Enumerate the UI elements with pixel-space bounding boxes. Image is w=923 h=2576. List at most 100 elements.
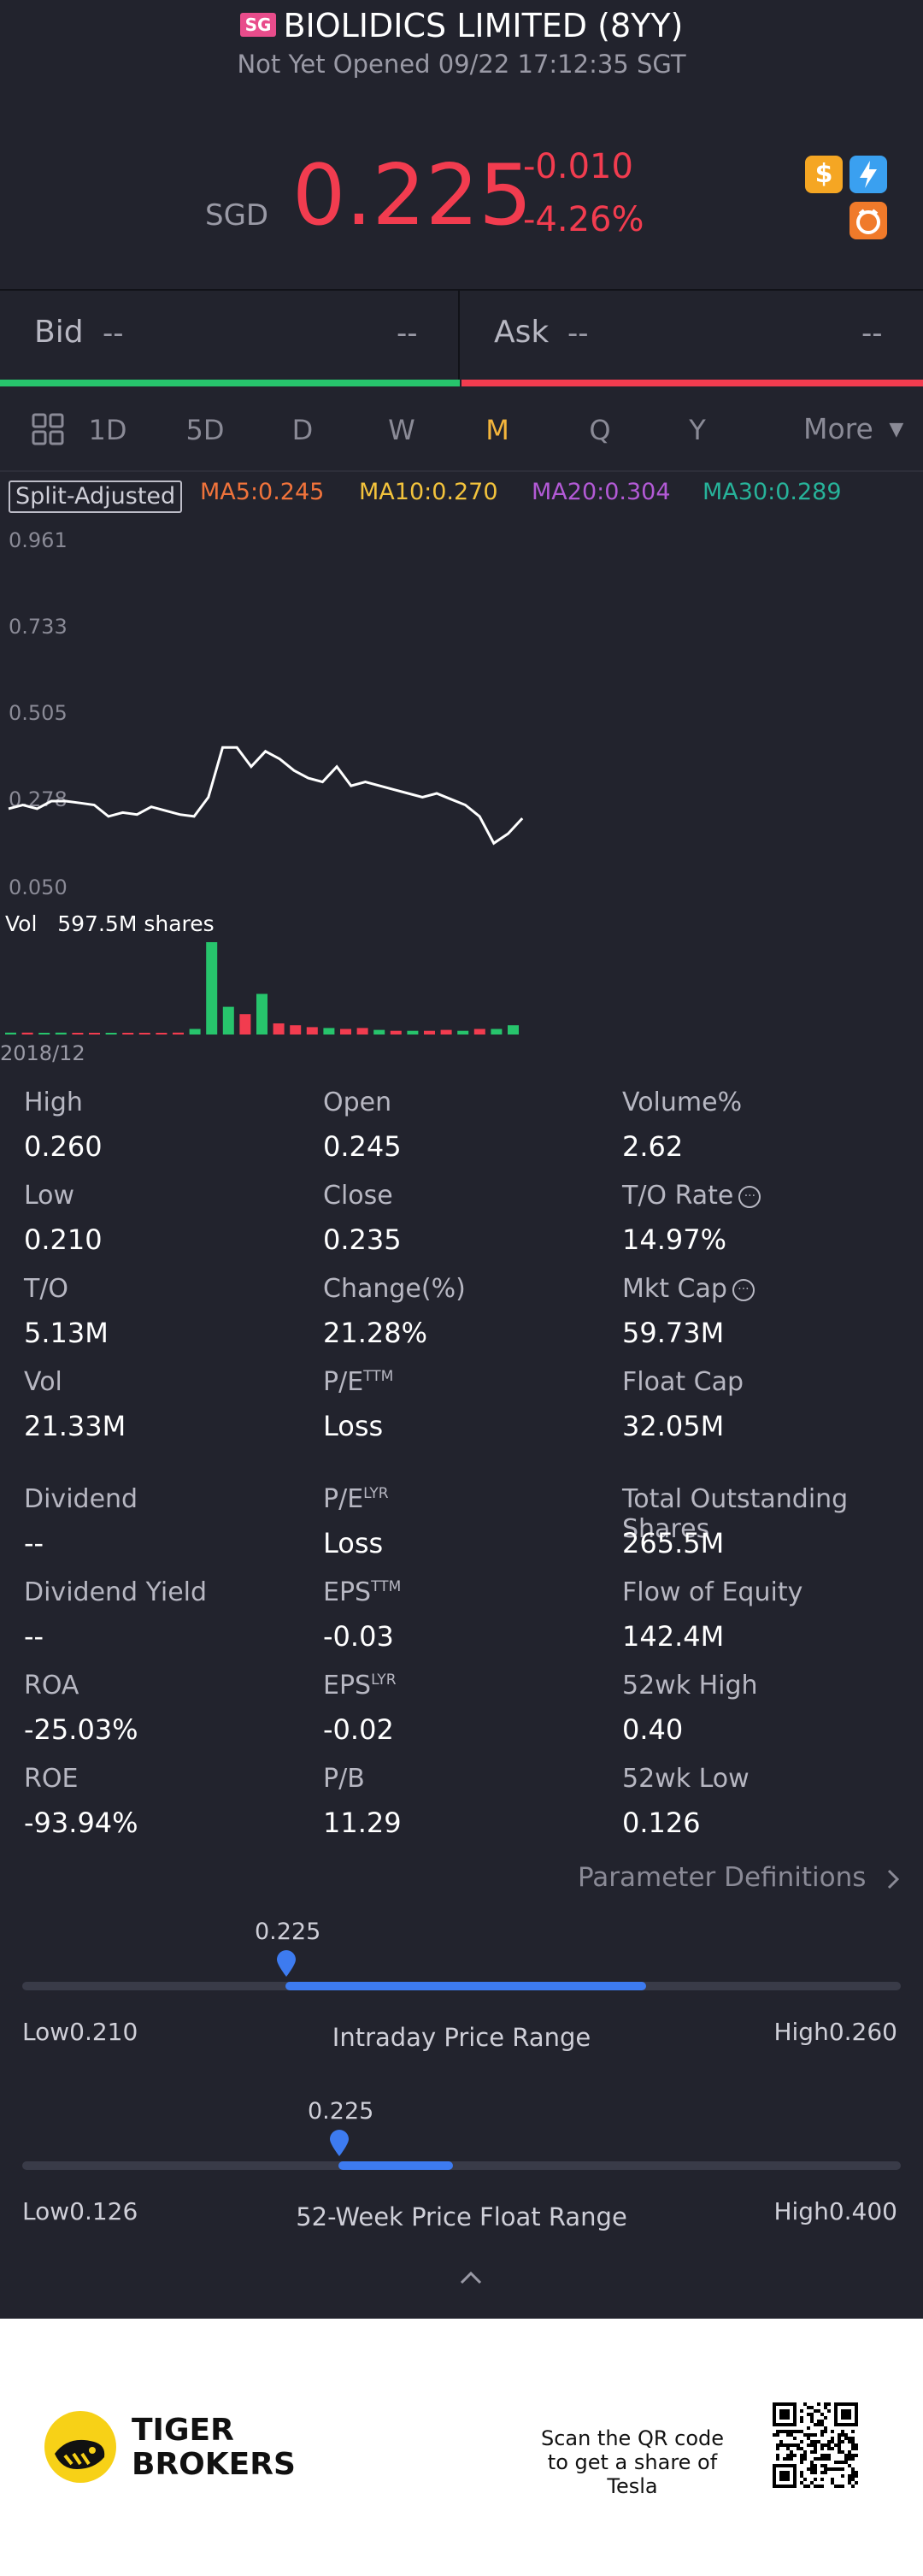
volume-bar-chart[interactable] (0, 937, 923, 1038)
price-change: -0.010 (523, 147, 633, 186)
stat-label: Change(%) (323, 1274, 466, 1304)
volume-bar (206, 942, 218, 1035)
stat-label-text: EPS (323, 1577, 372, 1607)
volume-bar (189, 1029, 201, 1035)
tab-d[interactable]: D (291, 414, 314, 446)
ma30-label: MA30:0.289 (703, 479, 842, 505)
volume-bar (440, 1029, 452, 1035)
stat-label-text: Flow of Equity (622, 1577, 803, 1607)
stat-label: P/ETTM (323, 1367, 393, 1397)
volume-bar (173, 1032, 184, 1035)
tab-m[interactable]: M (485, 414, 509, 446)
divider (0, 470, 923, 472)
dollar-icon[interactable]: $ (805, 156, 843, 193)
stat-value: -93.94% (24, 1807, 138, 1839)
x-tick-label: 2018/12 (0, 1041, 85, 1065)
volume-value: 597.5M shares (57, 911, 215, 936)
y-tick-label: 0.505 (9, 701, 68, 725)
tab-y[interactable]: Y (689, 414, 706, 446)
stat-value: 2.62 (622, 1130, 684, 1163)
stat-label: Total Outstanding Shares (622, 1484, 923, 1544)
flash-icon[interactable] (850, 156, 887, 193)
week52-high-value: 0.400 (828, 2197, 897, 2225)
volume-bar (390, 1030, 402, 1035)
stat-label: High (24, 1088, 83, 1117)
parameter-definitions-label: Parameter Definitions (578, 1862, 867, 1893)
intraday-low-label: Low (22, 2018, 70, 2046)
volume-bar (138, 1033, 150, 1035)
qr-code[interactable] (773, 2402, 858, 2488)
volume-bar (55, 1032, 67, 1035)
collapse-chevron-up-icon[interactable] (458, 2269, 484, 2290)
promo-footer (0, 2319, 923, 2576)
stat-label-text: T/O Rate (622, 1181, 734, 1211)
info-icon[interactable]: ··· (738, 1185, 761, 1208)
ma20-label: MA20:0.304 (532, 479, 671, 505)
bid-price: -- (103, 316, 124, 351)
stat-label-text: Vol (24, 1367, 62, 1397)
tab-5d[interactable]: 5D (185, 414, 225, 446)
volume-bar (407, 1030, 419, 1035)
intraday-low: Low0.210 (22, 2018, 138, 2046)
stat-label-text: ROA (24, 1671, 79, 1701)
stat-value: -25.03% (24, 1713, 138, 1746)
volume-bar (508, 1025, 519, 1035)
stat-label-superscript: LYR (371, 1671, 397, 1689)
stat-label-text: P/B (323, 1764, 365, 1794)
stat-label: T/O (24, 1274, 68, 1304)
volume-bar (356, 1028, 368, 1035)
tab-more[interactable]: More ▼ (803, 412, 903, 445)
intraday-range-fill (285, 1982, 646, 1990)
stat-label[interactable]: T/O Rate ··· (622, 1181, 761, 1211)
stat-label-text: Dividend Yield (24, 1577, 208, 1607)
grid-layout-icon[interactable] (31, 412, 65, 450)
volume-bar (323, 1028, 335, 1035)
stat-label: Flow of Equity (622, 1577, 802, 1607)
currency-label: SGD (205, 198, 269, 233)
stat-label-text: T/O (24, 1274, 69, 1304)
week52-range-track (22, 2161, 901, 2170)
volume-bar (273, 1023, 285, 1035)
brand-line1: TIGER (132, 2413, 234, 2448)
volume-bar (491, 1029, 503, 1035)
volume-bar (373, 1029, 385, 1035)
tab-1d[interactable]: 1D (88, 414, 127, 446)
stat-label-superscript: LYR (363, 1485, 389, 1502)
market-status: Not Yet Opened 09/22 17:12:35 SGT (237, 50, 686, 79)
stat-value: 59.73M (622, 1317, 725, 1349)
tab-more-label: More (803, 412, 873, 445)
stat-label: Float Cap (622, 1367, 744, 1397)
stat-value: 0.245 (323, 1130, 402, 1163)
tiger-icon[interactable] (850, 202, 887, 239)
split-adjusted-button[interactable]: Split-Adjusted (9, 480, 183, 513)
tab-q[interactable]: Q (589, 414, 611, 446)
volume-bar (239, 1014, 251, 1035)
volume-bar (122, 1033, 134, 1035)
bid-panel: Bid -- -- (0, 291, 458, 380)
stat-label-text: Float Cap (622, 1367, 744, 1397)
intraday-high-value: 0.260 (828, 2018, 897, 2046)
stat-value: 11.29 (323, 1807, 402, 1839)
volume-label: Vol (5, 911, 38, 936)
divider (0, 289, 923, 291)
stat-label-text: Volume% (622, 1088, 743, 1117)
scan-text: Scan the QR code to get a share of Tesla (540, 2426, 725, 2498)
tab-w[interactable]: W (388, 414, 415, 446)
intraday-high: High0.260 (773, 2018, 897, 2046)
market-flag-badge: SG (239, 12, 277, 37)
stat-value: 32.05M (622, 1410, 725, 1442)
info-icon[interactable]: ··· (732, 1278, 755, 1301)
intraday-current-value: 0.225 (255, 1919, 321, 1945)
volume-legend: Vol 597.5M shares (5, 911, 215, 936)
stat-value: -- (24, 1527, 44, 1559)
stat-label: Close (323, 1181, 393, 1211)
price-line-chart[interactable] (0, 513, 923, 906)
parameter-definitions-link[interactable]: Parameter Definitions (578, 1862, 900, 1893)
stat-label: P/B (323, 1764, 365, 1794)
stat-label: EPSLYR (323, 1671, 397, 1701)
ma5-label: MA5:0.245 (200, 479, 325, 505)
stat-value: Loss (323, 1410, 384, 1442)
volume-bar (38, 1033, 50, 1035)
stat-label: Low (24, 1181, 74, 1211)
stat-label[interactable]: Mkt Cap ··· (622, 1274, 755, 1304)
